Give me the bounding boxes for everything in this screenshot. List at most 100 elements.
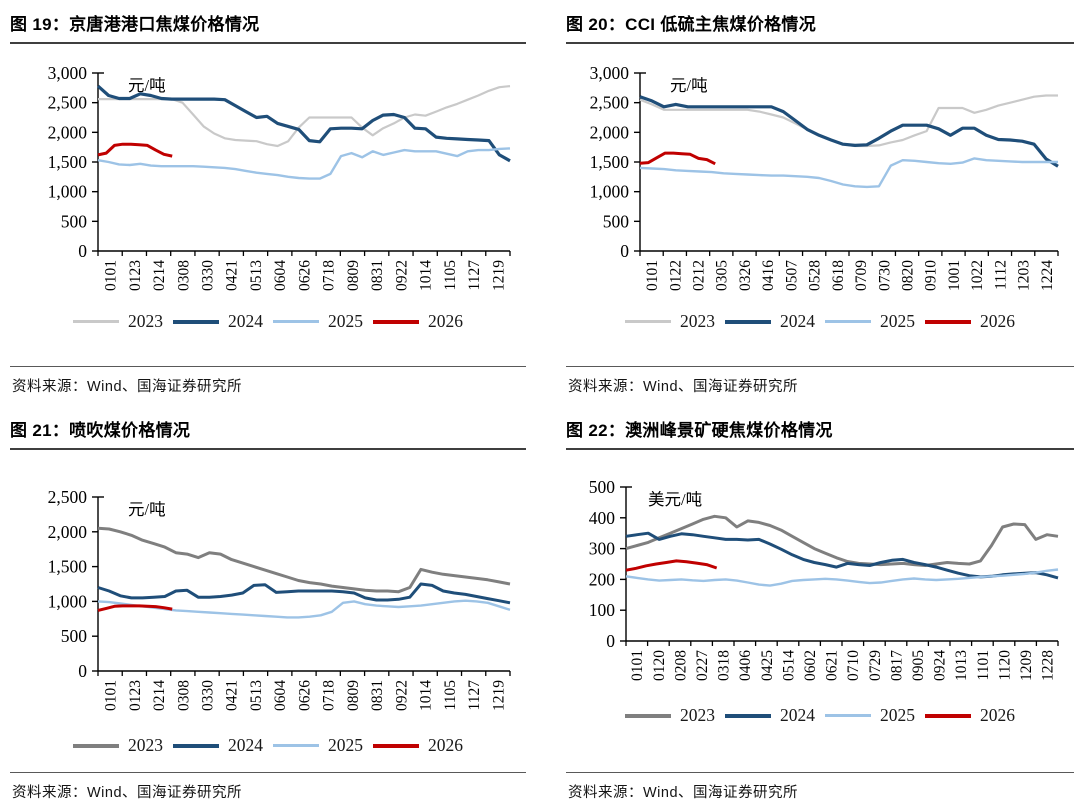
x-tick-label: 0922 <box>393 260 410 291</box>
chart-legend: 2023 2024 2025 2026 <box>10 735 526 756</box>
x-tick-label: 1228 <box>1040 650 1057 681</box>
legend-swatch <box>925 319 971 324</box>
x-tick-label: 0602 <box>802 650 819 681</box>
x-tick-label: 1219 <box>490 680 507 711</box>
legend-swatch <box>173 743 219 748</box>
series-line-2024 <box>639 95 1059 168</box>
legend-item-2024: 2024 <box>725 705 815 726</box>
x-tick-label: 0101 <box>629 650 646 681</box>
x-tick-label: 1127 <box>466 260 483 291</box>
legend-label: 2025 <box>880 311 915 331</box>
x-tick-label: 0308 <box>175 260 192 291</box>
figure-title-rule: 图 22：澳洲峰景矿硬焦煤价格情况 <box>566 416 1074 450</box>
legend-label: 2023 <box>680 705 715 725</box>
legend-label: 2023 <box>128 311 163 331</box>
x-tick-label: 0330 <box>199 260 216 291</box>
y-tick-label: 2,000 <box>590 122 630 142</box>
y-tick-label: 500 <box>589 477 616 497</box>
legend-swatch <box>73 743 119 748</box>
legend-swatch <box>373 319 419 324</box>
legend-label: 2026 <box>980 311 1015 331</box>
figure-title-rule: 图 21：喷吹煤价格情况 <box>10 416 526 450</box>
source-text: 资料来源：Wind、国海证券研究所 <box>568 785 799 801</box>
line-chart-canvas: 500 400 300 200 100 0 0101 0120 0208 0227 0318 0406… <box>589 477 1059 681</box>
source-text: 资料来源：Wind、国海证券研究所 <box>568 379 799 395</box>
line-chart-canvas: 3,000 2,500 2,000 1,500 1,000 500 0 0101 0122 021… <box>590 63 1059 291</box>
legend-swatch <box>825 320 871 323</box>
series-line-2025 <box>625 568 1059 587</box>
y-tick-label: 400 <box>589 508 616 528</box>
x-tick-label: 0326 <box>737 260 754 291</box>
x-tick-label: 1112 <box>992 260 1009 290</box>
x-tick-label: 0718 <box>321 680 338 711</box>
x-tick-label: 0318 <box>716 650 733 681</box>
source-text: 资料来源：Wind、国海证券研究所 <box>12 379 243 395</box>
x-tick-label: 0809 <box>345 260 362 291</box>
x-tick-label: 0227 <box>694 650 711 681</box>
series-line-2023 <box>625 514 1059 567</box>
x-tick-label: 0621 <box>824 650 841 681</box>
x-tick-label: 0101 <box>103 680 120 711</box>
x-tick-label: 0214 <box>151 260 168 291</box>
x-tick-label: 1013 <box>953 650 970 681</box>
x-tick-label: 0123 <box>127 260 144 291</box>
legend-item-2026: 2026 <box>373 735 463 756</box>
x-tick-label: 0604 <box>272 680 289 711</box>
x-tick-label: 0101 <box>103 260 120 291</box>
x-tick-label: 0730 <box>876 260 893 291</box>
x-tick-label: 0626 <box>296 260 313 291</box>
legend-item-2023: 2023 <box>625 311 715 332</box>
x-tick-label: 1219 <box>490 260 507 291</box>
x-tick-label: 1105 <box>442 680 459 711</box>
legend-swatch <box>825 714 871 717</box>
y-tick-label: 2,500 <box>48 93 88 113</box>
y-tick-label: 300 <box>589 539 616 559</box>
x-tick-label: 0831 <box>369 260 386 291</box>
x-tick-label: 0924 <box>932 650 949 681</box>
x-tick-label: 0817 <box>888 650 905 681</box>
x-tick-label: 1022 <box>969 260 986 291</box>
series-line-2024 <box>97 582 511 605</box>
legend-label: 2024 <box>228 311 263 331</box>
legend-swatch <box>173 319 219 324</box>
legend-item-2025: 2025 <box>825 705 915 726</box>
legend-item-2026: 2026 <box>925 705 1015 726</box>
y-tick-label: 2,500 <box>48 487 88 507</box>
y-tick-label: 2,000 <box>48 522 88 542</box>
series-line-2024 <box>96 84 511 163</box>
chart-legend: 2023 2024 2025 2026 <box>566 311 1074 332</box>
x-tick-label: 0208 <box>672 650 689 681</box>
x-tick-label: 0710 <box>845 650 862 681</box>
axis-unit-label: 元/吨 <box>128 76 166 95</box>
legend-swatch <box>925 713 971 718</box>
y-tick-label: 1,000 <box>48 182 88 202</box>
series-line-2025 <box>97 599 511 619</box>
x-tick-label: 0122 <box>667 260 684 291</box>
x-tick-label: 0513 <box>248 680 265 711</box>
x-tick-label: 0308 <box>175 680 192 711</box>
x-tick-label: 0910 <box>923 260 940 291</box>
x-tick-label: 0214 <box>151 680 168 711</box>
line-chart-canvas: 3,000 2,500 2,000 1,500 1,000 500 0 0101 0123 021… <box>48 63 511 291</box>
x-tick-label: 0831 <box>369 680 386 711</box>
figure-title: 图 21：喷吹煤价格情况 <box>10 421 191 440</box>
figure-title-rule: 图 20：CCI 低硫主焦煤价格情况 <box>566 10 1074 44</box>
x-tick-label: 0809 <box>345 680 362 711</box>
legend-swatch <box>625 713 671 718</box>
x-tick-label: 0922 <box>393 680 410 711</box>
x-tick-label: 0406 <box>737 650 754 681</box>
x-tick-label: 1127 <box>466 680 483 711</box>
x-tick-label: 0120 <box>651 650 668 681</box>
x-tick-label: 0513 <box>248 260 265 291</box>
legend-label: 2023 <box>680 311 715 331</box>
legend-item-2025: 2025 <box>273 735 363 756</box>
legend-label: 2023 <box>128 735 163 755</box>
legend-swatch <box>273 320 319 323</box>
legend-item-2023: 2023 <box>73 311 163 332</box>
y-tick-label: 2,500 <box>590 93 630 113</box>
legend-item-2024: 2024 <box>173 311 263 332</box>
y-tick-label: 0 <box>78 661 87 681</box>
legend-label: 2026 <box>428 311 463 331</box>
y-tick-label: 0 <box>620 241 629 261</box>
legend-swatch <box>273 744 319 747</box>
